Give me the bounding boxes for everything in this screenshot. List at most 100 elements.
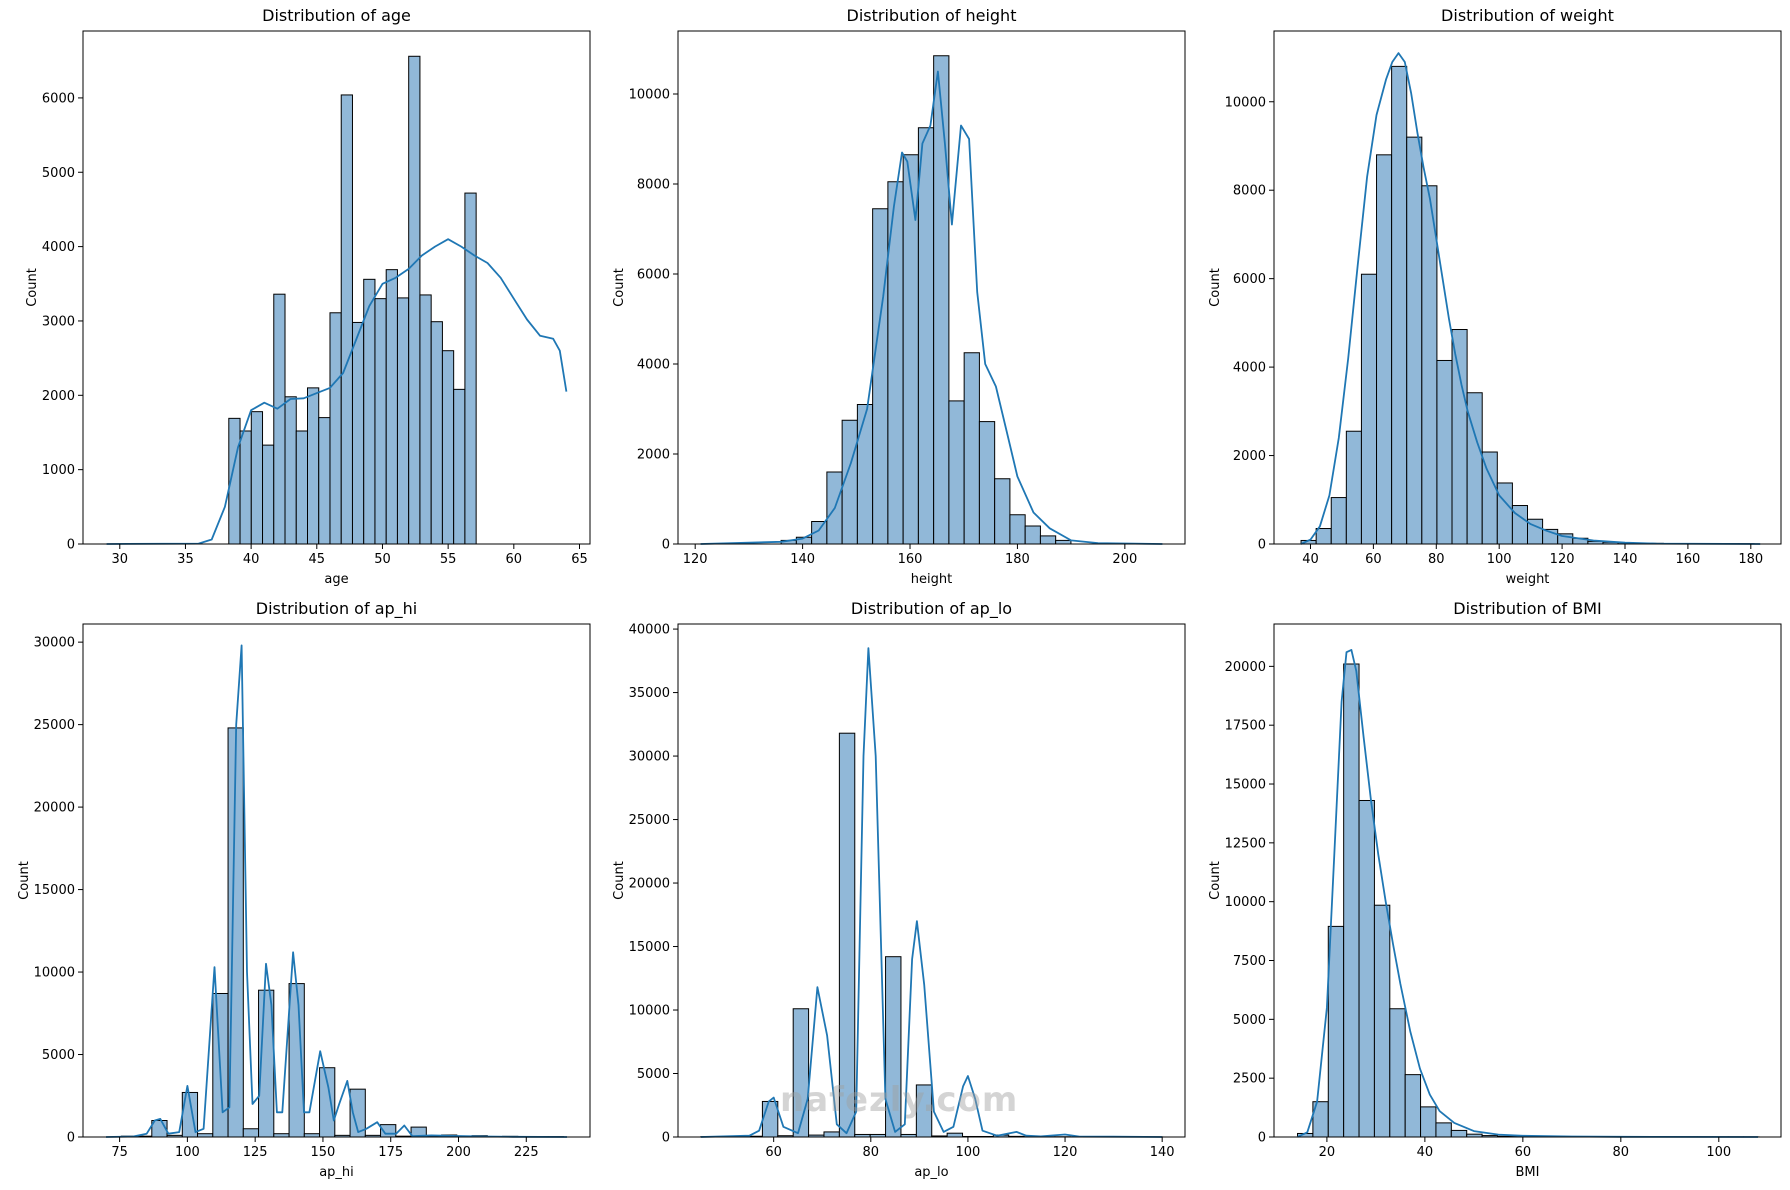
bars [228, 55, 477, 545]
histogram-bar [1451, 329, 1468, 545]
x-tick-label: 140 [790, 552, 815, 567]
y-tick-label: 30000 [34, 636, 75, 651]
y-tick-label: 10000 [1225, 95, 1266, 110]
x-tick-label: 175 [378, 1145, 403, 1160]
y-tick-label: 12500 [1225, 836, 1266, 851]
y-tick-label: 15000 [34, 883, 75, 898]
histogram-bar [464, 192, 477, 545]
axes-frame [82, 30, 591, 545]
histogram-bar [1389, 1008, 1406, 1138]
subplot-title: Distribution of BMI [1453, 599, 1601, 618]
histogram-bar [1055, 539, 1072, 545]
y-tick-label: 4000 [42, 240, 75, 255]
x-axis-label: age [324, 572, 348, 587]
y-tick-label: 6000 [42, 91, 75, 106]
x-axis-label: height [911, 572, 952, 587]
axes-frame [82, 623, 591, 1138]
subplot-title: Distribution of ap_hi [256, 599, 417, 619]
subplot-1: 30 35 40 45 50 55 60 65 0 1000 2000 3000 4000 5000 600… [25, 6, 591, 587]
x-tick-label: 100 [175, 1145, 200, 1160]
x-tick-label: 100 [1487, 552, 1512, 567]
subplot-title: Distribution of weight [1441, 6, 1614, 25]
subplot-title: Distribution of ap_lo [851, 599, 1012, 619]
histogram-bar [1376, 154, 1393, 545]
histogram-bar [1024, 525, 1041, 545]
x-tick-label: 200 [446, 1145, 471, 1160]
y-tick-label: 5000 [42, 1048, 75, 1063]
y-tick-label: 35000 [629, 686, 670, 701]
x-tick-label: 100 [956, 1145, 981, 1160]
histogram-bar [273, 293, 286, 545]
y-tick-label: 0 [1258, 538, 1266, 553]
histogram-bar [963, 352, 980, 545]
x-tick-label: 80 [1428, 552, 1445, 567]
y-tick-label: 15000 [629, 940, 670, 955]
y-tick-label: 25000 [629, 813, 670, 828]
x-tick-label: 65 [571, 552, 588, 567]
y-tick-label: 7500 [1233, 954, 1266, 969]
histogram-bar [838, 732, 856, 1138]
histogram-bar [823, 1131, 840, 1138]
x-tick-label: 120 [1550, 552, 1575, 567]
histogram-bar [430, 321, 443, 545]
y-axis-label: Count [17, 861, 32, 900]
histogram-bar [1511, 505, 1528, 545]
y-tick-label: 10000 [1225, 895, 1266, 910]
y-tick-label: 30000 [629, 750, 670, 765]
y-axis-label: Count [1208, 268, 1223, 307]
histogram-bar [1450, 1129, 1468, 1138]
y-tick-label: 2000 [42, 389, 75, 404]
x-tick-label: 200 [1112, 552, 1137, 567]
x-tick-label: 60 [1515, 1145, 1532, 1160]
y-tick-label: 6000 [1233, 272, 1266, 287]
histogram-bar [1343, 663, 1360, 1138]
bars [120, 727, 565, 1138]
histogram-bar [1435, 1122, 1452, 1138]
subplot-6: 20 40 60 80 100 0 2500 5000 7500 10000 12500 15000 1… [1208, 599, 1782, 1180]
kde-line [1300, 52, 1761, 545]
histogram-bar [295, 430, 308, 545]
histogram-bar [1436, 359, 1453, 545]
y-tick-label: 0 [67, 538, 75, 553]
histogram-bar [374, 298, 387, 545]
subplot-title: Distribution of height [847, 6, 1017, 25]
y-tick-label: 4000 [637, 358, 670, 373]
x-tick-label: 80 [863, 1145, 880, 1160]
histogram-bar [318, 417, 331, 545]
x-tick-label: 180 [1005, 552, 1030, 567]
x-tick-label: 40 [1302, 552, 1319, 567]
y-tick-label: 5000 [637, 1067, 670, 1082]
histogram-bar [1315, 528, 1332, 545]
y-axis-label: Count [25, 268, 40, 307]
y-tick-label: 8000 [637, 178, 670, 193]
y-tick-label: 25000 [34, 718, 75, 733]
histogram-bar [284, 396, 297, 545]
subplot-5: 60 80 100 120 140 0 5000 10000 15000 20000 25000 30… [612, 599, 1186, 1180]
histogram-bar [978, 421, 996, 545]
histogram-bar [262, 444, 275, 545]
histogram-bar [1009, 514, 1026, 545]
y-tick-label: 5000 [1233, 1013, 1266, 1028]
histogram-bar [1373, 904, 1391, 1138]
x-tick-label: 120 [1053, 1145, 1078, 1160]
histogram-bar [917, 127, 935, 545]
subplot-4: 75 100 125 150 175 200 225 0 5000 10000 15000 20000… [17, 599, 591, 1180]
histogram-bar [1406, 136, 1423, 545]
kde-line [700, 70, 1163, 545]
x-tick-label: 120 [683, 552, 708, 567]
histogram-bar [1420, 1106, 1437, 1138]
histogram-bar [1360, 273, 1378, 545]
histogram-bar [933, 55, 950, 545]
histogram-bar [856, 404, 874, 545]
y-axis-label: Count [1208, 861, 1223, 900]
histogram-bar [385, 269, 398, 545]
histogram-bar [363, 278, 376, 545]
y-axis-label: Count [612, 268, 627, 307]
kde-line [106, 238, 568, 545]
histogram-bar [1330, 497, 1347, 545]
histogram-bar [994, 478, 1011, 545]
x-tick-label: 225 [514, 1145, 539, 1160]
axes-frame [1273, 623, 1782, 1138]
x-tick-label: 50 [374, 552, 391, 567]
